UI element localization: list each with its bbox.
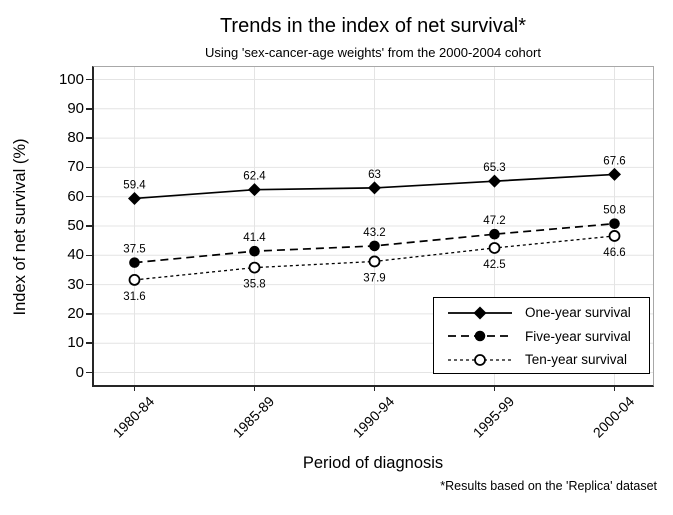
data-point-label: 65.3 <box>483 162 505 174</box>
data-point-label: 46.6 <box>603 247 625 259</box>
filled-circle-marker-icon <box>369 240 380 252</box>
data-point-label: 43.2 <box>363 227 385 239</box>
diamond-marker-icon <box>128 191 141 205</box>
x-tick-mark <box>613 385 616 391</box>
open-circle-marker-icon <box>128 274 141 286</box>
y-tick-label: 0 <box>75 363 84 381</box>
y-tick-mark <box>86 283 93 286</box>
data-point-label: 41.4 <box>243 232 266 244</box>
x-tick-label: 2000-04 <box>589 393 637 441</box>
y-tick-label: 90 <box>67 99 84 117</box>
y-tick-label: 10 <box>67 334 84 352</box>
data-point-label: 59.4 <box>123 179 146 191</box>
chart-title: Trends in the index of net survival* <box>219 15 527 37</box>
data-point-label: 37.5 <box>123 244 145 256</box>
x-tick-mark <box>493 385 496 391</box>
y-tick-mark <box>86 108 93 110</box>
x-tick-mark <box>253 385 256 391</box>
y-tick-label: 30 <box>67 275 84 293</box>
data-point-label: 67.6 <box>603 155 625 167</box>
solid-line-filled-diamond-icon <box>448 306 512 320</box>
x-tick-label: 1985-89 <box>229 393 277 441</box>
data-point-label: 63 <box>368 169 381 181</box>
footnote: *Results based on the 'Replica' dataset <box>440 479 657 493</box>
legend: One-year survival Five-year survival Ten… <box>433 297 650 374</box>
data-point-label: 62.4 <box>243 171 266 183</box>
x-tick-label: 1980-84 <box>109 393 157 441</box>
x-tick-label: 1995-99 <box>469 393 517 441</box>
y-tick-mark <box>86 371 93 374</box>
y-tick-mark <box>86 195 93 198</box>
data-point-label: 35.8 <box>243 279 265 291</box>
y-tick-mark <box>86 342 93 344</box>
y-tick-mark <box>86 166 93 169</box>
legend-item-five-year: Five-year survival <box>446 325 649 349</box>
legend-label: Ten-year survival <box>525 352 628 368</box>
y-tick-mark <box>86 254 93 257</box>
dotted-line-open-circle-icon <box>448 353 512 366</box>
x-tick-label: 1990-94 <box>349 393 397 441</box>
chart-subtitle: Using 'sex-cancer-age weights' from the … <box>205 45 541 60</box>
x-tick-mark <box>133 385 136 391</box>
diamond-marker-icon <box>608 167 621 181</box>
diamond-marker-icon <box>368 181 381 195</box>
open-circle-marker-icon <box>608 230 621 242</box>
y-tick-mark <box>86 313 93 315</box>
data-point-label: 42.5 <box>483 259 505 271</box>
open-circle-marker-icon <box>248 261 261 274</box>
x-axis-title: Period of diagnosis <box>302 454 444 472</box>
legend-item-one-year: One-year survival <box>446 301 649 325</box>
legend-label: Five-year survival <box>525 328 631 344</box>
filled-circle-marker-icon <box>474 330 486 342</box>
diamond-marker-icon <box>473 306 487 320</box>
plot-area: 59.4 62.4 63 65.3 67.6 37.5 41.4 43.2 47.2 50.8 31… <box>92 66 654 387</box>
y-tick-label: 50 <box>67 217 84 234</box>
open-circle-marker-icon <box>474 353 486 366</box>
y-tick-mark <box>86 78 93 81</box>
filled-circle-marker-icon <box>489 228 500 240</box>
x-tick-mark <box>373 385 376 391</box>
y-tick-mark <box>86 225 93 227</box>
diamond-marker-icon <box>248 183 261 197</box>
legend-item-ten-year: Ten-year survival <box>446 348 649 372</box>
data-point-label: 50.8 <box>603 205 625 217</box>
filled-circle-marker-icon <box>249 245 260 257</box>
diamond-marker-icon <box>488 174 501 188</box>
legend-label: One-year survival <box>525 305 631 321</box>
data-point-label: 47.2 <box>483 215 505 227</box>
dashed-line-filled-circle-icon <box>448 330 512 342</box>
open-circle-marker-icon <box>368 255 381 268</box>
y-tick-label: 80 <box>67 129 84 147</box>
data-point-label: 31.6 <box>123 291 145 303</box>
y-tick-label: 60 <box>67 187 84 205</box>
y-tick-label: 40 <box>67 246 84 264</box>
y-tick-mark <box>86 137 93 139</box>
filled-circle-marker-icon <box>609 218 620 229</box>
plot-canvas: 59.4 62.4 63 65.3 67.6 37.5 41.4 43.2 47.2 50.8 31… <box>94 67 653 385</box>
filled-circle-marker-icon <box>129 257 140 268</box>
y-tick-label: 70 <box>67 158 84 176</box>
y-tick-label: 100 <box>58 70 84 88</box>
y-tick-label: 20 <box>67 304 84 322</box>
open-circle-marker-icon <box>488 242 501 254</box>
data-point-label: 37.9 <box>363 272 385 284</box>
